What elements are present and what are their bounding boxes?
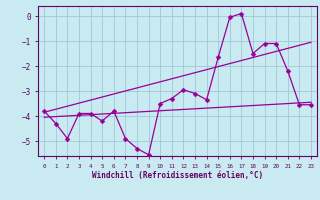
X-axis label: Windchill (Refroidissement éolien,°C): Windchill (Refroidissement éolien,°C): [92, 171, 263, 180]
